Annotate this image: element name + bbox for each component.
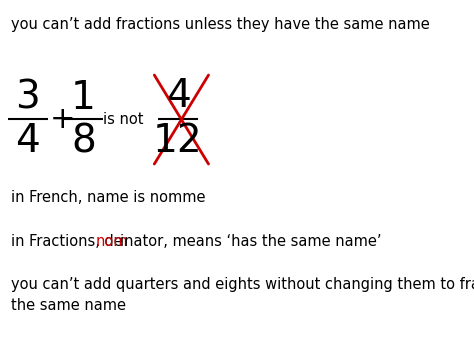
Text: +: + [50,105,75,134]
Text: 1: 1 [71,79,96,117]
Text: 4: 4 [165,77,191,115]
Text: 4: 4 [16,122,40,160]
Text: nom: nom [96,234,128,249]
Text: in Fractions, de: in Fractions, de [11,234,123,249]
Text: 8: 8 [71,122,96,160]
Text: in French, name is nomme: in French, name is nomme [11,190,206,205]
Text: is not: is not [103,112,144,127]
Text: 12: 12 [153,122,203,160]
Text: you can’t add quarters and eights without changing them to fractions with
the sa: you can’t add quarters and eights withou… [11,277,474,313]
Text: 3: 3 [16,79,40,117]
Text: inator, means ‘has the same name’: inator, means ‘has the same name’ [120,234,382,249]
Text: you can’t add fractions unless they have the same name: you can’t add fractions unless they have… [11,17,430,32]
